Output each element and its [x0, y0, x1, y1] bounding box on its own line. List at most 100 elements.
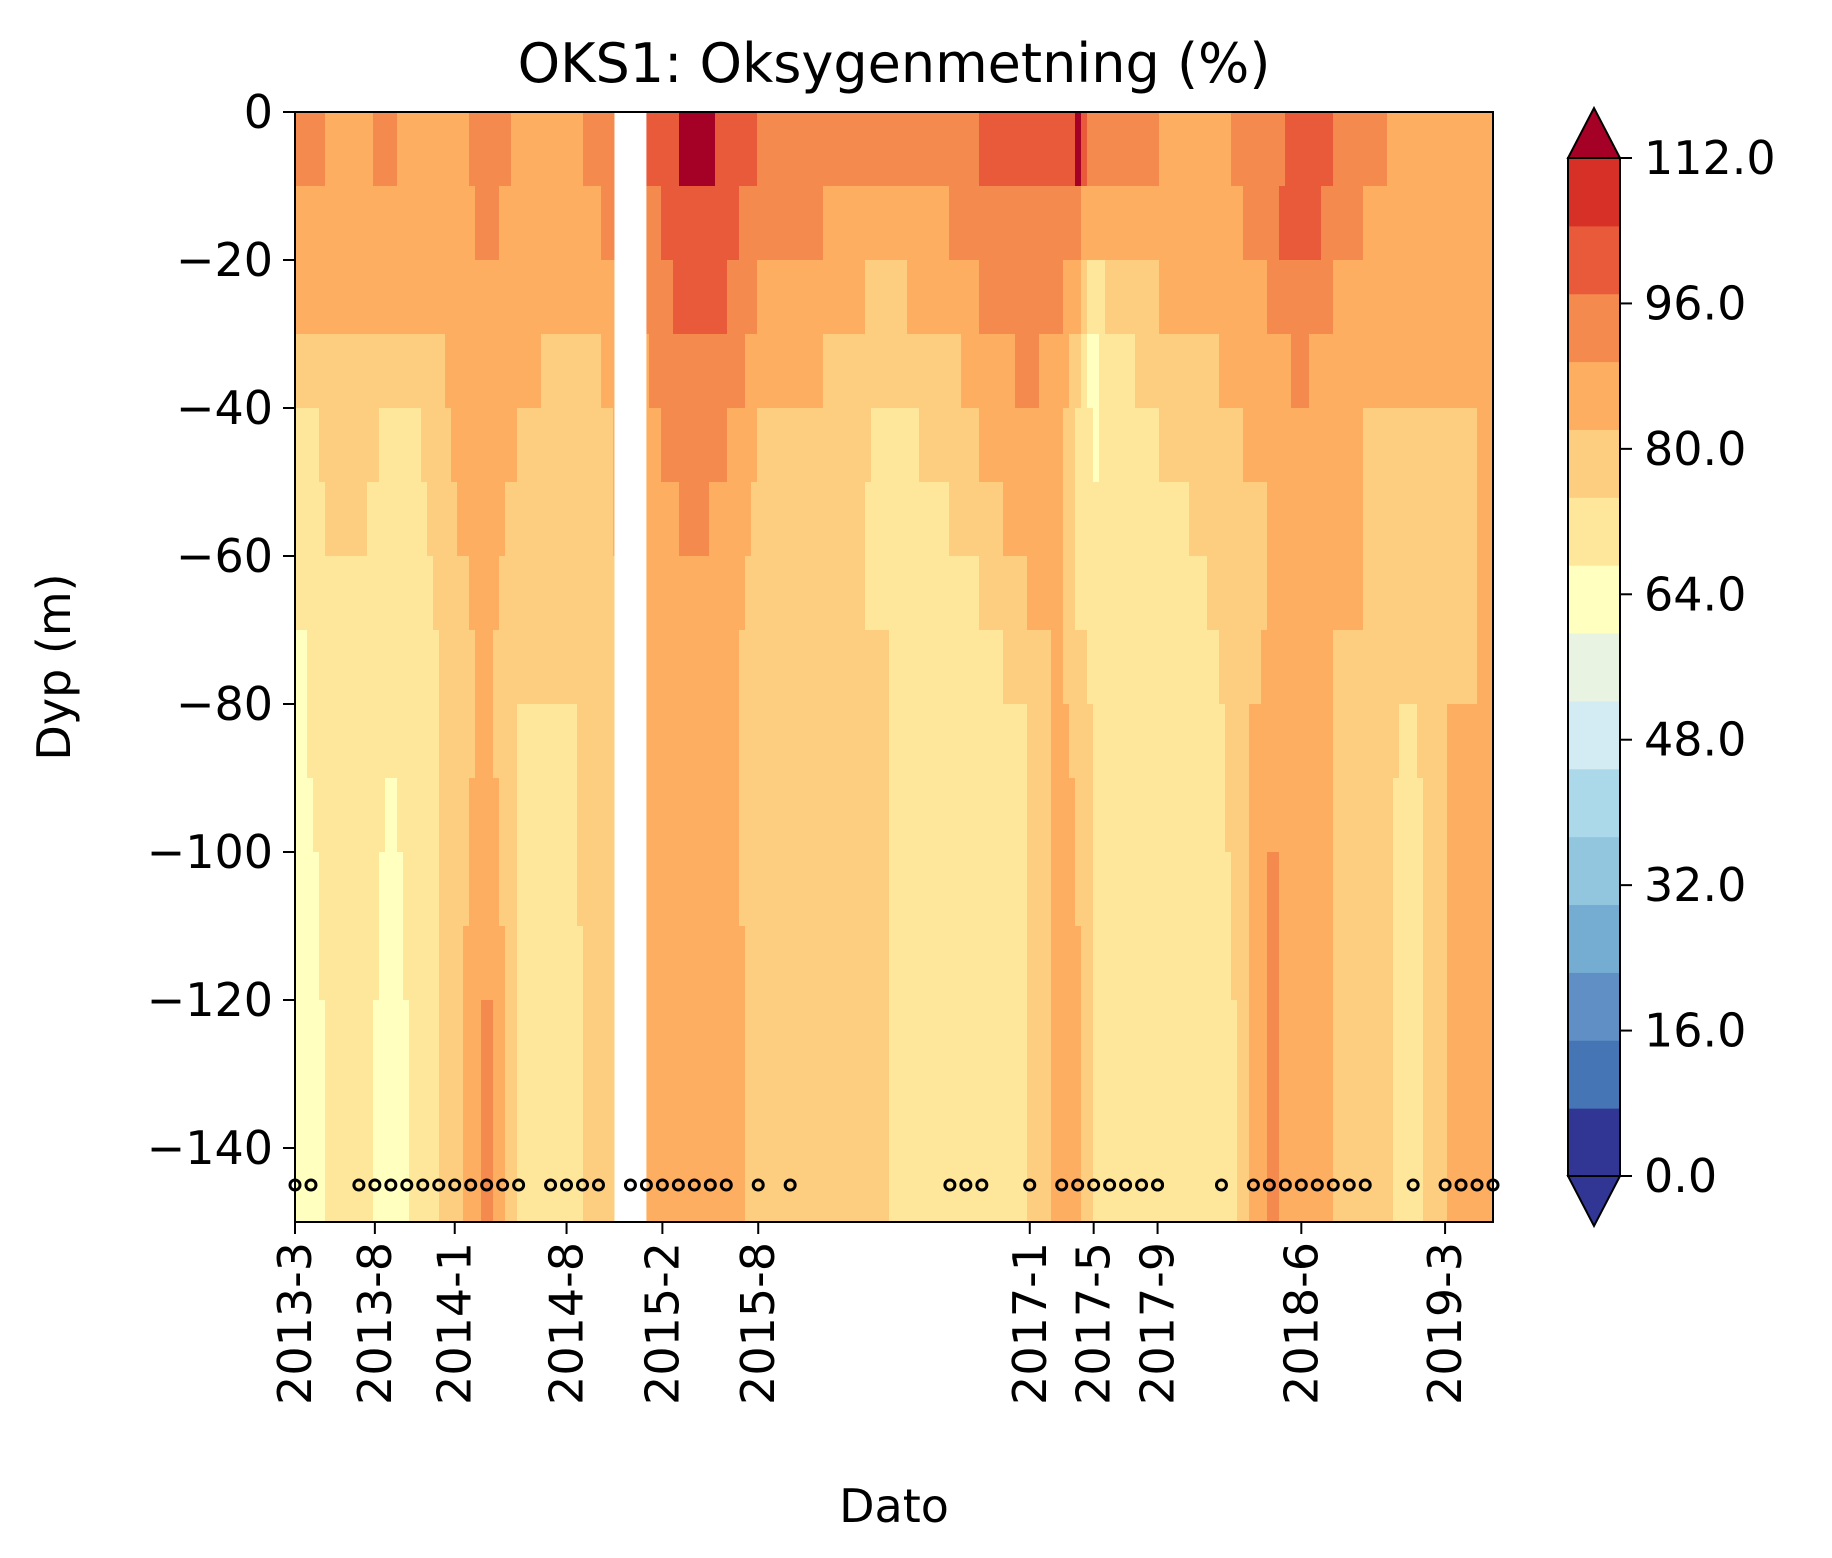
heatmap-cell	[865, 704, 872, 779]
heatmap-cell	[1243, 334, 1250, 409]
heatmap-cell	[331, 260, 338, 335]
heatmap-cell	[379, 1000, 386, 1075]
heatmap-cell	[1207, 704, 1214, 779]
heatmap-cell	[1021, 1074, 1028, 1149]
heatmap-cell	[1279, 1148, 1286, 1222]
heatmap-cell	[325, 260, 332, 335]
heatmap-cell	[499, 408, 506, 483]
heatmap-cell	[475, 704, 482, 779]
heatmap-cell	[673, 926, 680, 1001]
heatmap-cell	[1279, 260, 1286, 335]
heatmap-cell	[1369, 408, 1376, 483]
heatmap-cell	[1327, 1148, 1334, 1222]
heatmap-cell	[1123, 926, 1130, 1001]
heatmap-cell	[931, 1148, 938, 1222]
heatmap-cell	[1273, 482, 1280, 557]
heatmap-cell	[463, 260, 470, 335]
heatmap-cell	[835, 482, 842, 557]
heatmap-cell	[865, 852, 872, 927]
no-data-gap	[614, 112, 647, 1222]
heatmap-cell	[541, 704, 548, 779]
heatmap-cell	[595, 408, 602, 483]
heatmap-cell	[1069, 408, 1076, 483]
heatmap-cell	[1243, 778, 1250, 853]
heatmap-cell	[925, 852, 932, 927]
heatmap-cell	[841, 112, 848, 187]
heatmap-cell	[1285, 260, 1292, 335]
heatmap-cell	[1471, 112, 1478, 187]
heatmap-cell	[391, 926, 398, 1001]
heatmap-cell	[529, 482, 536, 557]
heatmap-cell	[529, 1148, 536, 1222]
heatmap-cell	[565, 1074, 572, 1149]
heatmap-cell	[301, 852, 308, 927]
heatmap-cell	[523, 556, 530, 631]
heatmap-cell	[1105, 1148, 1112, 1222]
heatmap-cell	[943, 630, 950, 705]
heatmap-cell	[1009, 630, 1016, 705]
heatmap-cell	[379, 1074, 386, 1149]
heatmap-cell	[1237, 778, 1244, 853]
heatmap-cell	[1249, 260, 1256, 335]
heatmap-cell	[1273, 704, 1280, 779]
heatmap-cell	[1081, 482, 1088, 557]
heatmap-cell	[577, 334, 584, 409]
heatmap-cell	[319, 926, 326, 1001]
heatmap-cell	[865, 186, 872, 261]
heatmap-cell	[1039, 556, 1046, 631]
heatmap-cell	[1213, 482, 1220, 557]
heatmap-cell	[337, 704, 344, 779]
heatmap-cell	[433, 112, 440, 187]
sample-marker	[703, 1178, 717, 1192]
heatmap-cell	[331, 852, 338, 927]
heatmap-cell	[1387, 852, 1394, 927]
heatmap-cell	[1267, 482, 1274, 557]
heatmap-cell	[841, 1074, 848, 1149]
heatmap-cell	[955, 408, 962, 483]
heatmap-cell	[565, 186, 572, 261]
heatmap-cell	[517, 778, 524, 853]
heatmap-cell	[535, 704, 542, 779]
heatmap-cell	[349, 852, 356, 927]
sample-marker	[623, 1178, 637, 1192]
heatmap-cell	[1249, 482, 1256, 557]
heatmap-cell	[1003, 260, 1010, 335]
heatmap-cell	[1267, 1074, 1274, 1149]
heatmap-cell	[361, 260, 368, 335]
heatmap-cell	[1117, 926, 1124, 1001]
heatmap-cell	[967, 260, 974, 335]
heatmap-cell	[883, 1074, 890, 1149]
heatmap-cell	[1159, 778, 1166, 853]
heatmap-cell	[811, 556, 818, 631]
heatmap-cell	[1471, 1000, 1478, 1075]
heatmap-cell	[541, 1074, 548, 1149]
heatmap-cell	[1465, 704, 1472, 779]
heatmap-cell	[1135, 482, 1142, 557]
heatmap-cell	[1123, 1148, 1130, 1222]
heatmap-cell	[379, 926, 386, 1001]
heatmap-cell	[1153, 630, 1160, 705]
heatmap-cell	[355, 1148, 362, 1222]
heatmap-cell	[1459, 482, 1466, 557]
heatmap-cell	[1075, 112, 1082, 187]
heatmap-cell	[1033, 704, 1040, 779]
heatmap-cell	[883, 926, 890, 1001]
heatmap-cell	[1183, 186, 1190, 261]
heatmap-cell	[379, 334, 386, 409]
heatmap-cell	[961, 852, 968, 927]
heatmap-cell	[1435, 334, 1442, 409]
heatmap-cell	[1387, 1074, 1394, 1149]
heatmap-cell	[481, 778, 488, 853]
heatmap-cell	[1033, 112, 1040, 187]
heatmap-cell	[583, 482, 590, 557]
heatmap-cell	[1039, 630, 1046, 705]
heatmap-cell	[337, 1074, 344, 1149]
heatmap-cell	[679, 186, 686, 261]
heatmap-cell	[973, 112, 980, 187]
heatmap-cell	[763, 482, 770, 557]
heatmap-cell	[1303, 556, 1310, 631]
heatmap-cell	[1447, 112, 1454, 187]
heatmap-cell	[547, 112, 554, 187]
heatmap-cell	[763, 260, 770, 335]
heatmap-cell	[709, 482, 716, 557]
